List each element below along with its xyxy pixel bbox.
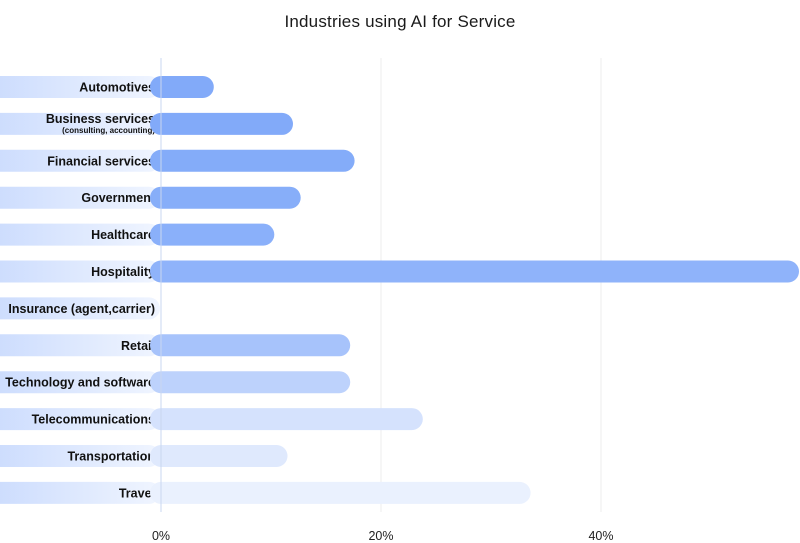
category-pill <box>0 76 160 98</box>
category-label: Financial services <box>47 154 155 168</box>
category-pill <box>0 149 160 172</box>
category-pill <box>0 334 160 357</box>
bar <box>150 186 301 209</box>
category-label: Insurance (agent,carrier) <box>8 302 155 316</box>
x-tick-label: 0% <box>152 529 170 543</box>
bar <box>150 371 351 394</box>
category-pill <box>0 371 160 394</box>
category-label: Healthcare <box>91 228 155 242</box>
category-pill <box>0 112 160 135</box>
category-sublabel: (consulting, accounting) <box>62 126 155 135</box>
category-label: Technology and software <box>5 376 155 390</box>
category-pill <box>0 223 160 246</box>
category-pill <box>0 297 160 320</box>
bar <box>150 76 214 98</box>
category-label: Transportation <box>67 450 155 464</box>
category-pill <box>0 445 160 467</box>
category-pill <box>0 481 160 504</box>
category-pill <box>0 260 160 283</box>
bar <box>150 149 355 172</box>
category-pill <box>0 408 160 431</box>
bar <box>150 481 531 504</box>
category-label: Automotives <box>79 81 155 95</box>
bar <box>150 408 423 431</box>
bar <box>150 334 351 357</box>
category-label: Retail <box>121 339 155 353</box>
bar <box>150 445 288 467</box>
x-tick-label: 40% <box>588 529 613 543</box>
category-label: Government <box>81 191 155 205</box>
category-label: Telecommunications <box>32 413 155 427</box>
bar <box>150 223 275 246</box>
chart-title: Industries using AI for Service <box>284 12 516 31</box>
bar <box>150 112 293 135</box>
bar <box>150 260 799 283</box>
category-label: Travel <box>119 486 155 500</box>
category-pill <box>0 186 160 209</box>
category-label: Business services <box>46 112 155 126</box>
category-label: Hospitality <box>91 265 155 279</box>
x-tick-label: 20% <box>368 529 393 543</box>
